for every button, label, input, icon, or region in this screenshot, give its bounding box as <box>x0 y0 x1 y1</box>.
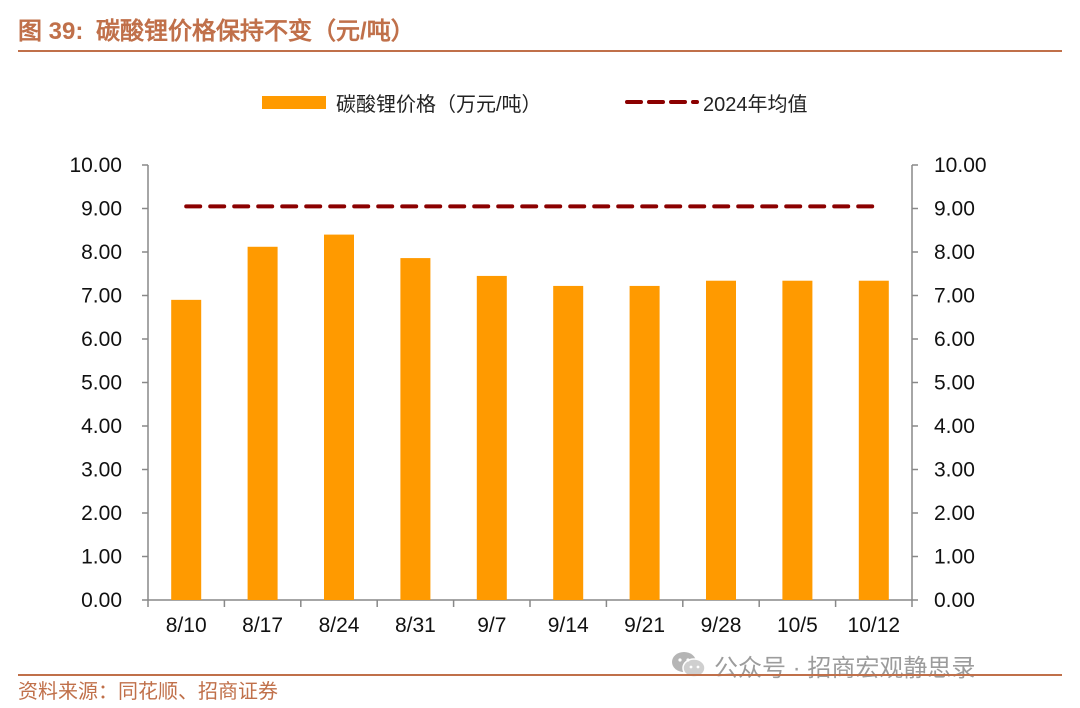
y-tick-label-left: 3.00 <box>81 459 122 482</box>
bar <box>324 234 354 600</box>
x-tick-label: 8/17 <box>242 614 283 637</box>
y-tick-label-right: 3.00 <box>934 459 975 482</box>
watermark-text: 公众号 · 招商宏观静思录 <box>714 654 976 682</box>
x-tick-label: 10/12 <box>848 614 901 637</box>
bar <box>247 246 278 600</box>
y-tick-label-left: 6.00 <box>81 328 122 351</box>
chart-legend: 碳酸锂价格（万元/吨） 2024年均值 <box>0 84 1080 120</box>
x-tick-label: 8/31 <box>395 614 436 637</box>
x-tick-label: 9/28 <box>701 614 742 637</box>
figure-title: 图 39: 碳酸锂价格保持不变（元/吨） <box>18 14 415 50</box>
y-tick-label-left: 2.00 <box>81 502 122 525</box>
y-tick-label-left: 10.00 <box>69 154 122 177</box>
bar <box>553 285 584 600</box>
y-tick-label-right: 7.00 <box>934 285 975 308</box>
bar <box>400 258 431 600</box>
bottom-rule <box>18 674 1062 676</box>
x-tick-label: 8/24 <box>319 614 360 637</box>
bar <box>171 299 202 600</box>
legend-item-line: 2024年均值 <box>625 84 808 120</box>
watermark: 公众号 · 招商宏观静思录 <box>670 645 975 685</box>
y-tick-label-left: 5.00 <box>81 372 122 395</box>
x-tick-label: 9/21 <box>624 614 665 637</box>
bar <box>706 280 736 600</box>
y-tick-label-right: 1.00 <box>934 546 975 569</box>
y-tick-label-left: 1.00 <box>81 546 122 569</box>
bar <box>476 275 507 600</box>
y-tick-label-left: 4.00 <box>81 415 122 438</box>
y-tick-label-right: 0.00 <box>934 589 975 612</box>
y-tick-label-right: 5.00 <box>934 372 975 395</box>
x-tick-label: 10/5 <box>777 614 818 637</box>
y-tick-label-left: 7.00 <box>81 285 122 308</box>
legend-swatch-bar <box>262 95 326 109</box>
y-tick-label-right: 10.00 <box>934 154 987 177</box>
figure-number: 图 39: <box>18 18 84 45</box>
x-tick-label: 8/10 <box>166 614 207 637</box>
y-tick-label-left: 0.00 <box>81 589 122 612</box>
legend-label-line: 2024年均值 <box>703 93 808 116</box>
legend-swatch-line <box>625 100 699 104</box>
source-note: 资料来源：同花顺、招商证券 <box>18 681 278 703</box>
bar <box>858 280 889 600</box>
y-tick-label-right: 2.00 <box>934 502 975 525</box>
y-tick-label-right: 6.00 <box>934 328 975 351</box>
y-tick-label-right: 9.00 <box>934 198 975 221</box>
wechat-icon <box>672 652 706 678</box>
bar <box>782 280 813 600</box>
y-tick-label-right: 8.00 <box>934 241 975 264</box>
legend-label-bar: 碳酸锂价格（万元/吨） <box>336 93 542 116</box>
y-tick-label-left: 8.00 <box>81 241 122 264</box>
y-tick-label-right: 4.00 <box>934 415 975 438</box>
figure-title-text: 碳酸锂价格保持不变（元/吨） <box>96 18 415 45</box>
top-rule <box>18 50 1062 52</box>
bar <box>629 285 660 600</box>
x-tick-label: 9/7 <box>477 614 506 637</box>
y-tick-label-left: 9.00 <box>81 198 122 221</box>
x-tick-label: 9/14 <box>548 614 589 637</box>
legend-item-bar: 碳酸锂价格（万元/吨） <box>262 84 542 120</box>
